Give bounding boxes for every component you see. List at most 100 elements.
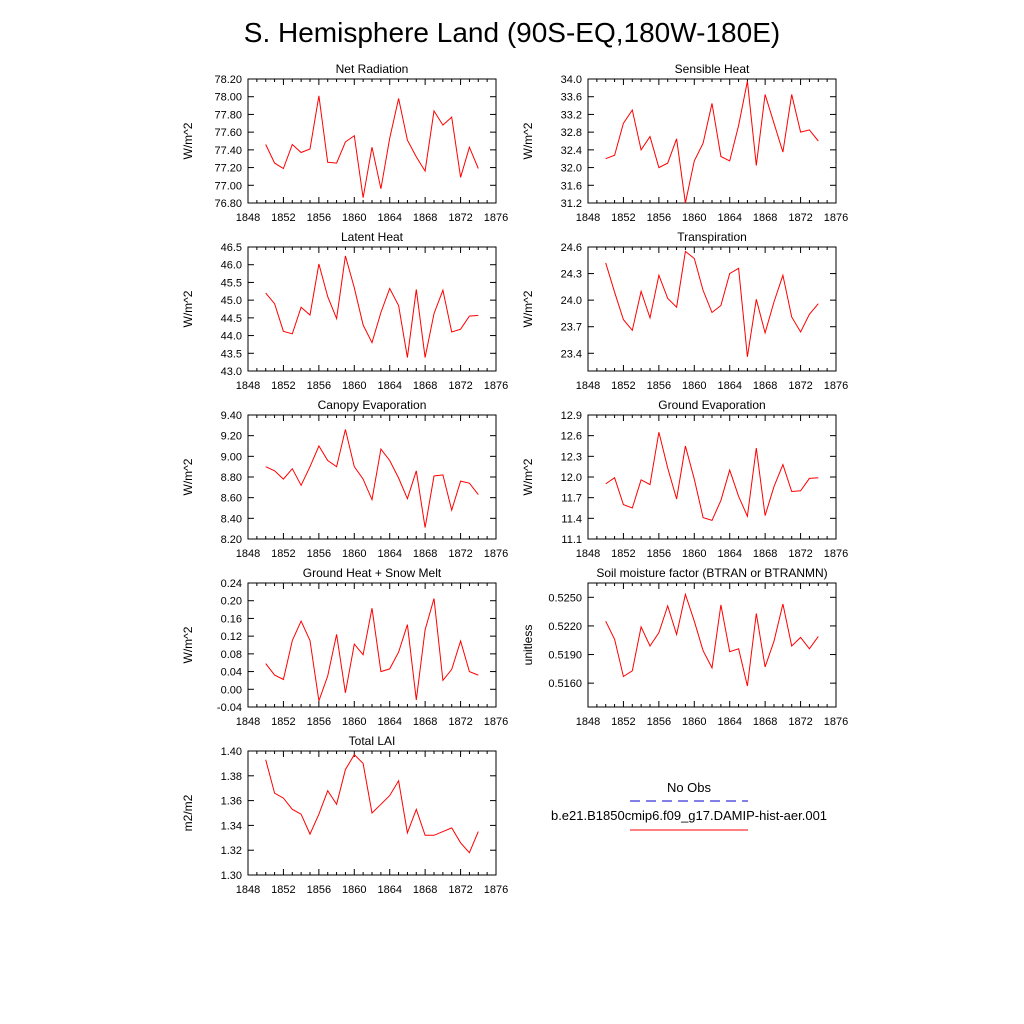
y-tick-label: 31.6: [561, 180, 582, 192]
x-tick-label: 1872: [788, 380, 812, 392]
x-tick-label: 1872: [788, 716, 812, 728]
x-tick-label: 1856: [307, 716, 331, 728]
x-tick-label: 1868: [753, 548, 777, 560]
series-line: [605, 81, 819, 204]
x-tick-label: 1868: [413, 884, 437, 896]
y-tick-label: 0.5220: [548, 621, 582, 633]
x-tick-label: 1856: [307, 212, 331, 224]
x-tick-label: 1848: [236, 716, 260, 728]
y-tick-label: 11.1: [561, 534, 582, 546]
y-tick-label: 24.0: [561, 295, 582, 307]
x-tick-label: 1876: [484, 716, 508, 728]
x-tick-label: 1860: [682, 212, 706, 224]
y-tick-label: -0.04: [217, 702, 242, 714]
y-tick-label: 1.36: [221, 796, 242, 808]
y-tick-label: 43.0: [221, 366, 242, 378]
y-axis-label: W/m^2: [181, 290, 195, 327]
x-tick-label: 1864: [717, 380, 741, 392]
x-tick-label: 1856: [307, 380, 331, 392]
y-tick-label: 32.8: [561, 127, 582, 139]
series-line: [265, 255, 479, 358]
y-tick-label: 46.0: [221, 260, 242, 272]
x-tick-label: 1868: [413, 548, 437, 560]
x-tick-label: 1848: [236, 380, 260, 392]
x-tick-label: 1876: [824, 212, 848, 224]
x-tick-label: 1856: [307, 548, 331, 560]
plot-frame: [587, 246, 837, 372]
plot-frame: [587, 582, 837, 708]
x-tick-label: 1856: [647, 212, 671, 224]
x-tick-label: 1868: [413, 380, 437, 392]
y-tick-label: 44.5: [221, 313, 242, 325]
x-tick-label: 1860: [682, 548, 706, 560]
y-axis-label: W/m^2: [181, 626, 195, 663]
chart-total-lai: Total LAI m2/m2 1848 1852 1856 1860 1864 1868 18…: [181, 734, 508, 896]
y-tick-label: 11.7: [561, 493, 582, 505]
y-tick-label: 44.0: [221, 331, 242, 343]
chart-canopy-evaporation: Canopy Evaporation W/m^2 1848 1852 1856 1860 1…: [181, 398, 508, 560]
y-tick-label: 8.60: [221, 493, 242, 505]
x-tick-label: 1860: [342, 212, 366, 224]
y-tick-label: 8.40: [221, 513, 242, 525]
plot-frame: [247, 246, 497, 372]
y-tick-label: 0.00: [221, 684, 242, 696]
x-tick-label: 1852: [271, 548, 295, 560]
chart-ground-heat-snow-melt: Ground Heat + Snow Melt W/m^2 1848 1852 1856…: [181, 566, 508, 728]
x-tick-label: 1852: [271, 380, 295, 392]
y-axis-label: W/m^2: [181, 122, 195, 159]
y-tick-label: 77.60: [214, 127, 242, 139]
chart-title: Latent Heat: [341, 230, 404, 244]
y-tick-label: 0.20: [221, 596, 242, 608]
series-line: [265, 95, 479, 198]
y-tick-label: 9.40: [221, 410, 242, 422]
series-line: [265, 598, 479, 701]
y-tick-label: 1.32: [221, 845, 242, 857]
y-tick-label: 45.5: [221, 277, 242, 289]
chart-transpiration: Transpiration W/m^2 1848 1852 1856 1860 1864 18…: [521, 230, 848, 392]
y-tick-label: 0.12: [221, 631, 242, 643]
x-tick-label: 1876: [484, 380, 508, 392]
chart-title: Soil moisture factor (BTRAN or BTRANMN): [596, 566, 827, 580]
x-tick-label: 1848: [576, 716, 600, 728]
x-tick-label: 1848: [576, 380, 600, 392]
legend-obs-label: No Obs: [667, 780, 712, 795]
x-tick-label: 1848: [236, 548, 260, 560]
y-axis-label: unitless: [521, 625, 535, 666]
x-tick-label: 1860: [342, 380, 366, 392]
x-tick-label: 1848: [576, 212, 600, 224]
x-tick-label: 1864: [717, 212, 741, 224]
y-tick-label: 32.4: [561, 145, 582, 157]
x-tick-label: 1872: [788, 212, 812, 224]
x-tick-label: 1876: [484, 884, 508, 896]
series-line: [605, 592, 819, 687]
y-tick-label: 34.0: [561, 74, 582, 86]
x-tick-label: 1868: [753, 380, 777, 392]
series-line: [605, 432, 819, 522]
y-tick-label: 32.0: [561, 163, 582, 175]
x-tick-label: 1856: [307, 884, 331, 896]
y-tick-label: 31.2: [561, 198, 582, 210]
x-tick-label: 1864: [717, 716, 741, 728]
x-tick-label: 1872: [788, 548, 812, 560]
y-tick-label: 24.6: [561, 242, 582, 254]
chart-sensible-heat: Sensible Heat W/m^2 1848 1852 1856 1860 1864 18…: [521, 62, 848, 224]
x-tick-label: 1852: [611, 716, 635, 728]
y-tick-label: 9.00: [221, 451, 242, 463]
y-tick-label: 43.5: [221, 348, 242, 360]
chart-latent-heat: Latent Heat W/m^2 1848 1852 1856 1860 1864 1868…: [181, 230, 508, 392]
x-tick-label: 1852: [611, 380, 635, 392]
x-tick-label: 1852: [611, 548, 635, 560]
y-tick-label: 12.0: [561, 472, 582, 484]
y-tick-label: 23.4: [561, 348, 582, 360]
x-tick-label: 1852: [611, 212, 635, 224]
y-tick-label: 78.20: [214, 74, 242, 86]
y-tick-label: 0.16: [221, 613, 242, 625]
chart-title: Sensible Heat: [675, 62, 750, 76]
legend-model-label: b.e21.B1850cmip6.f09_g17.DAMIP-hist-aer.…: [551, 808, 827, 823]
series-line: [265, 753, 479, 854]
chart-title: Transpiration: [677, 230, 747, 244]
y-tick-label: 23.7: [561, 322, 582, 334]
x-tick-label: 1852: [271, 716, 295, 728]
